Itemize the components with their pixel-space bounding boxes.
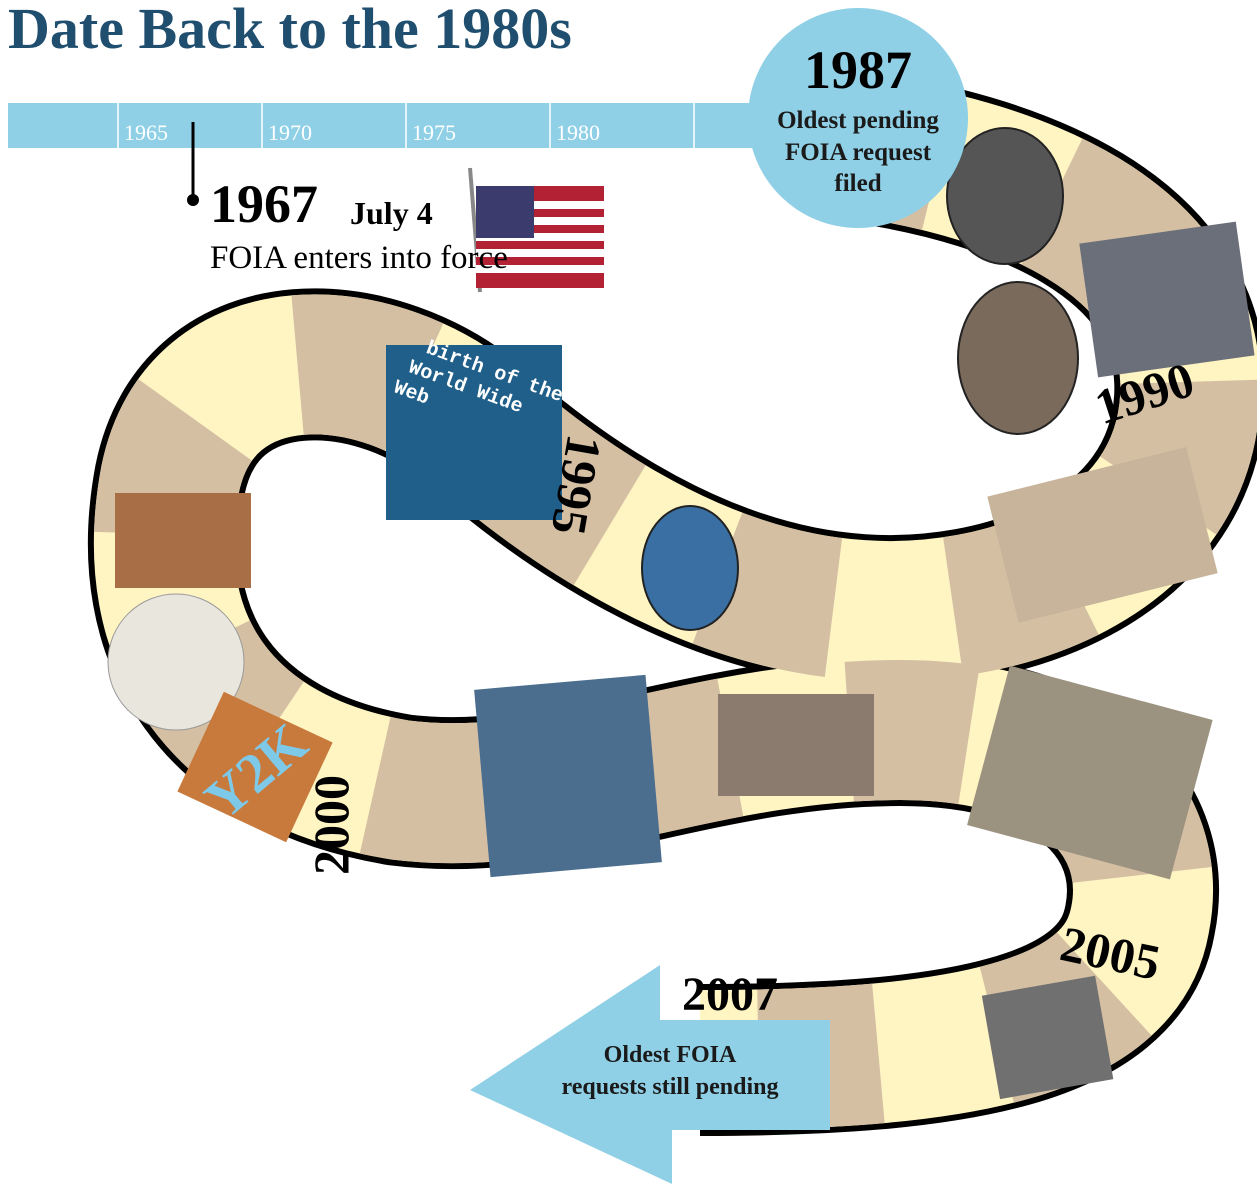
start-line: FOIA request <box>785 139 932 166</box>
photo-mars-rover <box>115 493 251 588</box>
event-dot <box>187 194 199 206</box>
start-line: filed <box>834 170 881 197</box>
event-year: 1967 <box>210 174 318 234</box>
photo-baseball <box>982 976 1113 1099</box>
event-date: July 4 <box>350 195 433 231</box>
body: Date Back to the 1980s 1965 1970 1975 19… <box>0 0 1257 1184</box>
start-year: 1987 <box>804 40 912 100</box>
path-year: 2000 <box>303 775 359 875</box>
tick-label: 1980 <box>556 120 600 145</box>
photo-bush-jr <box>718 694 874 796</box>
photo-9-11 <box>474 675 662 877</box>
page: FOIA timeline {"header": {"title": "Date… <box>0 0 1257 1184</box>
flag-canton <box>476 186 534 238</box>
photo-berlin-wall <box>1079 222 1254 378</box>
tick-label: 1970 <box>268 120 312 145</box>
photo-reagan <box>947 128 1063 264</box>
event-text: FOIA enters into force <box>210 240 508 276</box>
end-line: requests still pending <box>562 1074 779 1100</box>
photo-gulf-war <box>987 447 1217 623</box>
end-line: Oldest FOIA <box>604 1042 737 1068</box>
photo-bush-sr <box>958 282 1078 434</box>
photo-iraq-war <box>967 666 1213 880</box>
title: Date Back to the 1980s <box>8 0 572 61</box>
infographic: Date Back to the 1980s 1965 1970 1975 19… <box>0 0 1257 1184</box>
tick-label: 1965 <box>124 120 168 145</box>
photo-clinton <box>642 506 738 630</box>
start-line: Oldest pending <box>777 107 939 134</box>
end-year: 2007 <box>682 968 778 1021</box>
tick-label: 1975 <box>412 120 456 145</box>
